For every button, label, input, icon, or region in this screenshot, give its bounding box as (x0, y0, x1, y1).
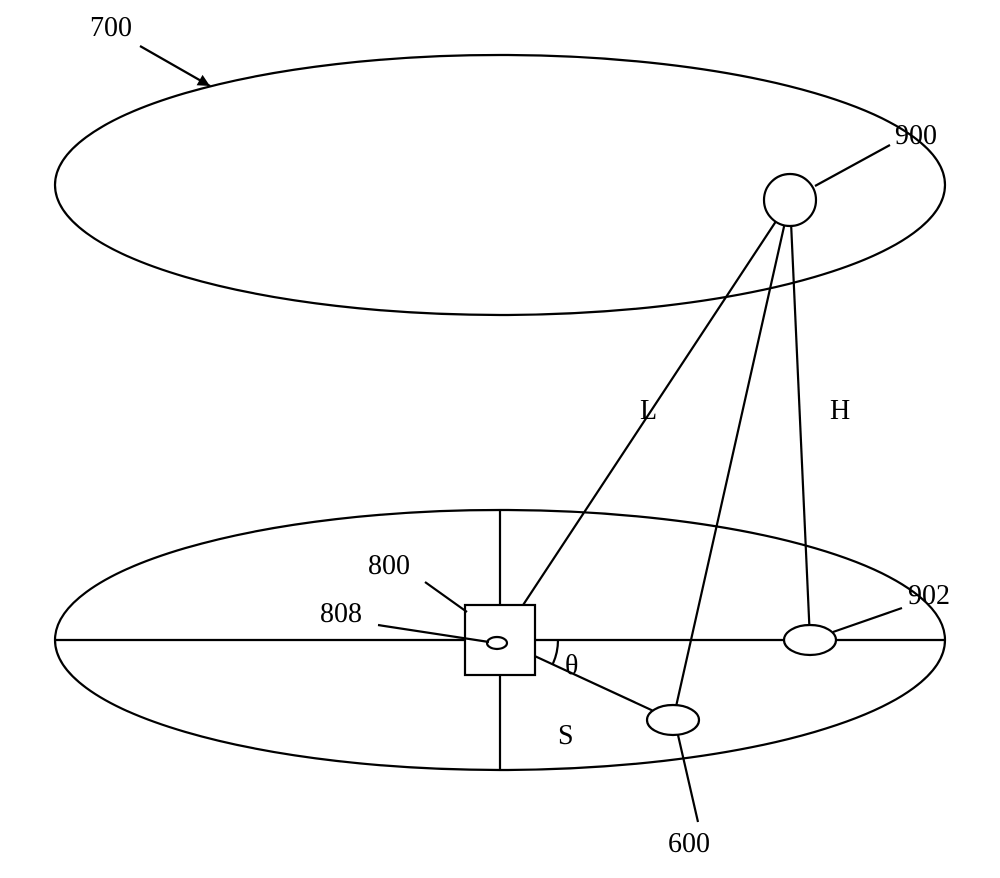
leader-lines (140, 46, 902, 822)
label-theta: θ (565, 650, 578, 682)
center-spot (487, 637, 507, 649)
line-uav-to-target (673, 200, 790, 720)
uav-circle (764, 174, 816, 226)
label-900: 900 (895, 120, 937, 152)
leader-800 (425, 582, 467, 612)
projection-ellipse (784, 625, 836, 655)
theta-arc (553, 640, 558, 664)
label-902: 902 (908, 580, 950, 612)
diagram-svg (0, 0, 1000, 878)
label-808: 808 (320, 598, 362, 630)
target-ellipse (647, 705, 699, 735)
leader-900 (815, 145, 890, 186)
leader-700 (140, 46, 210, 86)
label-700: 700 (90, 12, 132, 44)
leader-902 (833, 608, 902, 632)
label-H: H (830, 395, 850, 427)
label-L: L (640, 395, 657, 427)
label-S: S (558, 720, 574, 752)
line-H (790, 200, 810, 640)
label-800: 800 (368, 550, 410, 582)
label-600: 600 (668, 828, 710, 860)
leader-600 (678, 735, 698, 822)
